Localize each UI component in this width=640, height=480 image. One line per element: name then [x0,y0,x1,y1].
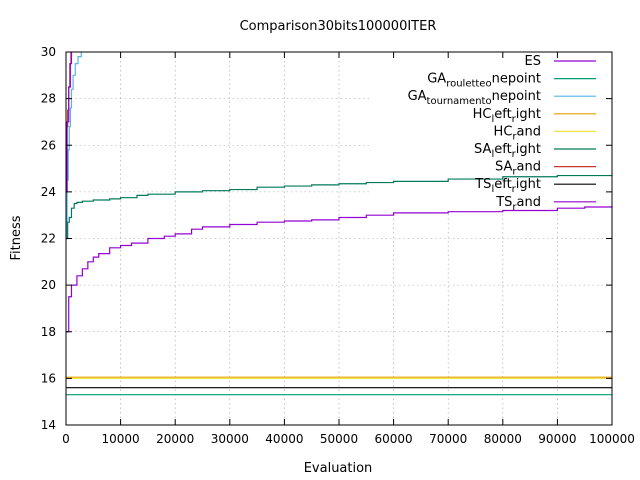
legend-label: GArouletteonepoint [427,72,541,90]
legend-label: TSleftright [474,177,541,195]
series-line-ts-rand [66,52,73,193]
x-tick-label: 70000 [429,432,467,446]
x-axis-label: Evaluation [304,461,373,476]
legend-label: HCleftright [473,107,541,125]
x-tick-label: 60000 [375,432,413,446]
y-tick-label: 20 [41,278,56,292]
x-tick-label: 90000 [538,432,576,446]
legend-label: ES [525,54,541,69]
series-lines [66,52,613,396]
y-tick-label: 14 [41,418,56,432]
y-axis-label: Fitness [9,215,24,260]
y-tick-label: 26 [41,138,56,152]
x-tick-label: 0 [62,432,70,446]
legend-label: SArand [495,160,541,178]
series-line-sa-left-right [66,174,613,240]
y-tick-label: 22 [41,232,56,246]
x-tick-label: 50000 [320,432,358,446]
axis-ticks: 0 10000 20000 30000 40000 50000 60000 70000 8000… [41,45,635,446]
x-tick-label: 20000 [156,432,194,446]
legend-label: HCrand [494,124,541,142]
series-line-ga-tournament-onepoint [66,52,82,240]
x-tick-label: 30000 [211,432,249,446]
legend-label: GAtournamentonepoint [408,89,541,107]
y-tick-label: 24 [41,185,56,199]
y-tick-label: 30 [41,45,56,59]
y-tick-label: 16 [41,371,56,385]
y-tick-label: 18 [41,325,56,339]
y-tick-label: 28 [41,92,56,106]
legend-label: SAleftright [474,142,541,160]
x-tick-label: 10000 [102,432,140,446]
series-line-es [66,205,613,333]
x-tick-label: 80000 [484,432,522,446]
x-tick-label: 40000 [265,432,303,446]
x-tick-label: 100000 [589,432,635,446]
legend: ES GArouletteonepointGAtournamentonepoint… [408,54,596,213]
legend-label: TSrand [495,195,541,213]
chart-title: Comparison30bits100000ITER [240,19,437,34]
